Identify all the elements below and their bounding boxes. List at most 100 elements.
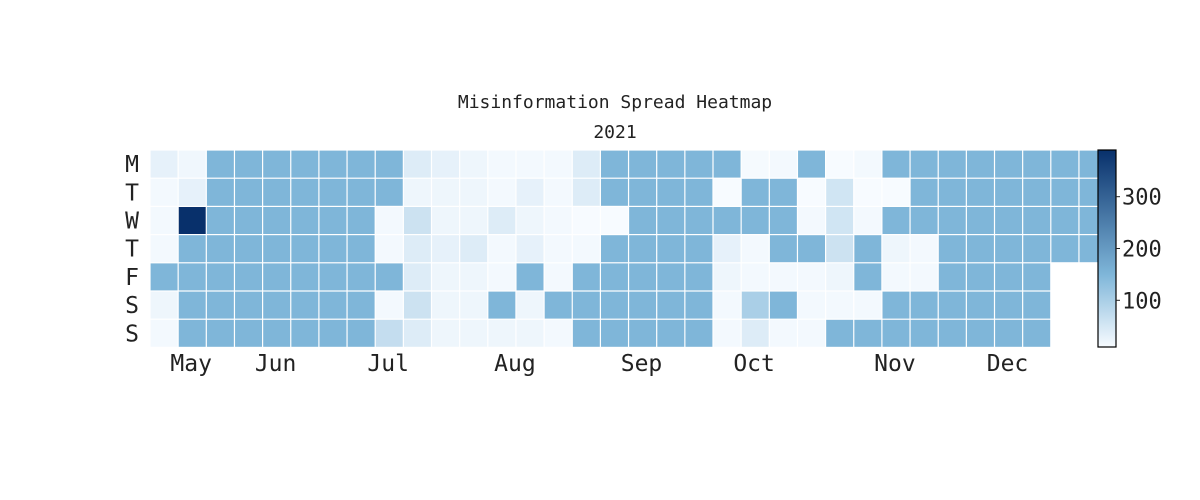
heatmap-cell bbox=[460, 178, 488, 206]
heatmap-cell bbox=[938, 291, 966, 319]
heatmap-cell bbox=[432, 235, 460, 263]
heatmap-cell bbox=[178, 207, 206, 234]
heatmap-cell bbox=[544, 178, 572, 206]
weekday-label: S bbox=[125, 293, 139, 319]
heatmap-cell bbox=[206, 178, 234, 206]
heatmap-cell bbox=[657, 291, 685, 319]
heatmap-cell bbox=[319, 178, 347, 206]
heatmap-cell bbox=[910, 207, 938, 234]
heatmap-cell bbox=[544, 263, 572, 291]
heatmap-cell bbox=[206, 263, 234, 291]
heatmap-cell bbox=[150, 178, 178, 206]
heatmap-cell bbox=[741, 263, 769, 291]
heatmap-cell bbox=[235, 207, 262, 234]
month-label: Nov bbox=[874, 351, 916, 377]
heatmap-cell bbox=[769, 178, 797, 206]
colorbar-tick-label: 200 bbox=[1122, 238, 1162, 263]
heatmap-cell bbox=[769, 150, 797, 178]
heatmap-cell bbox=[741, 235, 769, 263]
heatmap-cell bbox=[150, 207, 178, 234]
colorbar bbox=[1097, 149, 1117, 348]
heatmap-cell bbox=[178, 291, 206, 319]
heatmap-cell bbox=[995, 178, 1023, 206]
heatmap-cell bbox=[291, 178, 319, 206]
heatmap-cell bbox=[798, 150, 825, 178]
heatmap-cell bbox=[741, 178, 769, 206]
heatmap-cell bbox=[263, 207, 291, 234]
colorbar-tick-label: 300 bbox=[1122, 186, 1162, 211]
heatmap-cell bbox=[488, 291, 516, 319]
colorbar-tick-label: 100 bbox=[1122, 289, 1162, 314]
heatmap-cell bbox=[432, 207, 460, 234]
heatmap-cell bbox=[432, 150, 460, 178]
heatmap-cell bbox=[713, 207, 741, 234]
chart-title: Misinformation Spread Heatmap bbox=[458, 92, 772, 113]
weekday-label: W bbox=[125, 209, 139, 235]
heatmap-cell bbox=[544, 319, 572, 347]
heatmap-cell bbox=[601, 263, 628, 291]
heatmap-cell bbox=[601, 291, 628, 319]
heatmap-cell bbox=[713, 178, 741, 206]
heatmap-cell bbox=[1051, 207, 1079, 234]
heatmap-cell bbox=[966, 207, 994, 234]
weekday-label: S bbox=[125, 321, 139, 347]
heatmap-cell bbox=[178, 150, 206, 178]
heatmap-cell bbox=[291, 150, 319, 178]
heatmap-cell bbox=[995, 291, 1023, 319]
heatmap-cell bbox=[432, 291, 460, 319]
heatmap-cell bbox=[178, 319, 206, 347]
heatmap-cell bbox=[741, 207, 769, 234]
heatmap-cell bbox=[966, 263, 994, 291]
heatmap-cell bbox=[516, 263, 544, 291]
heatmap-cell bbox=[150, 291, 178, 319]
heatmap-cell bbox=[403, 263, 431, 291]
heatmap-cell bbox=[347, 319, 375, 347]
heatmap-cell bbox=[798, 207, 825, 234]
heatmap-cell bbox=[432, 178, 460, 206]
heatmap-cell bbox=[488, 319, 516, 347]
heatmap-cell bbox=[995, 207, 1023, 234]
heatmap-cell bbox=[629, 263, 657, 291]
heatmap-cell bbox=[319, 319, 347, 347]
heatmap-cell bbox=[769, 291, 797, 319]
heatmap-cell bbox=[319, 291, 347, 319]
heatmap-cell bbox=[572, 178, 600, 206]
month-label: Aug bbox=[494, 351, 536, 377]
month-label: Oct bbox=[733, 351, 775, 377]
heatmap-cell bbox=[375, 207, 403, 234]
heatmap-cell bbox=[432, 263, 460, 291]
heatmap-cell bbox=[798, 235, 825, 263]
heatmap-cell bbox=[798, 319, 825, 347]
heatmap-cell bbox=[206, 235, 234, 263]
heatmap-cell bbox=[347, 235, 375, 263]
heatmap-cell bbox=[769, 207, 797, 234]
heatmap-cell bbox=[460, 263, 488, 291]
heatmap-cell bbox=[1023, 207, 1051, 234]
heatmap-cell bbox=[995, 235, 1023, 263]
heatmap-cell bbox=[769, 235, 797, 263]
heatmap-cell bbox=[713, 263, 741, 291]
heatmap-cell bbox=[347, 291, 375, 319]
heatmap-cell bbox=[347, 207, 375, 234]
heatmap-cell bbox=[235, 291, 262, 319]
heatmap-cell bbox=[235, 263, 262, 291]
heatmap-cell bbox=[601, 235, 628, 263]
heatmap-cell bbox=[235, 319, 262, 347]
heatmap-cell bbox=[657, 178, 685, 206]
heatmap-cell bbox=[403, 319, 431, 347]
month-label: May bbox=[170, 351, 212, 377]
heatmap-cell bbox=[488, 263, 516, 291]
heatmap-cell bbox=[769, 319, 797, 347]
heatmap-cell bbox=[854, 235, 882, 263]
heatmap-cell bbox=[572, 319, 600, 347]
heatmap-cell bbox=[375, 178, 403, 206]
heatmap-cell bbox=[882, 178, 910, 206]
month-label: Dec bbox=[987, 351, 1029, 377]
heatmap-cell bbox=[798, 263, 825, 291]
heatmap-cell bbox=[938, 263, 966, 291]
heatmap-cell bbox=[826, 150, 854, 178]
heatmap-cell bbox=[432, 319, 460, 347]
heatmap-cell bbox=[1051, 150, 1079, 178]
heatmap-cell bbox=[938, 235, 966, 263]
heatmap-cell bbox=[826, 319, 854, 347]
